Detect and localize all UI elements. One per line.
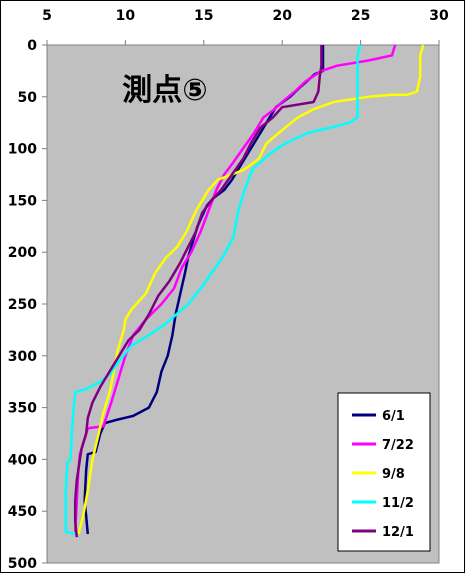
series-line-7-22: [73, 44, 397, 532]
legend-label: 12/1: [382, 525, 414, 540]
legend-label: 6/1: [382, 409, 405, 424]
y-tick-label: 100: [8, 142, 37, 158]
x-tick-label: 20: [272, 8, 292, 24]
series-lines: [64, 44, 425, 538]
y-tick-label: 400: [8, 452, 37, 468]
chart-title: 測点⑤: [122, 73, 207, 108]
legend-label: 9/8: [382, 467, 405, 482]
series-line-6-1: [83, 45, 325, 535]
x-tick-label: 25: [351, 8, 370, 24]
y-tick-label: 350: [8, 401, 37, 417]
legend-label: 11/2: [382, 496, 414, 511]
y-tick-label: 250: [8, 297, 37, 313]
x-axis: 5 10 15 20 25 30: [42, 8, 449, 45]
y-tick-label: 50: [18, 90, 38, 106]
legend: 6/1 7/22 9/8 11/2 12/1: [337, 392, 431, 552]
series-line-12-1: [73, 45, 323, 538]
y-tick-label: 300: [8, 349, 37, 365]
y-tick-label: 450: [8, 504, 37, 520]
y-axis: 0 50 100 150 200 250 300 350 400 450 500: [8, 38, 47, 572]
x-tick-label: 5: [42, 8, 52, 24]
x-tick-label: 15: [194, 8, 213, 24]
y-tick-label: 500: [8, 556, 37, 572]
x-tick-label: 30: [429, 8, 449, 24]
y-tick-label: 200: [8, 245, 37, 261]
series-line-9-8: [77, 44, 425, 535]
y-tick-label: 150: [8, 193, 37, 209]
series-line-11-2: [64, 44, 362, 536]
legend-label: 7/22: [382, 438, 414, 453]
x-tick-label: 10: [116, 8, 136, 24]
y-tick-label: 0: [27, 38, 37, 54]
